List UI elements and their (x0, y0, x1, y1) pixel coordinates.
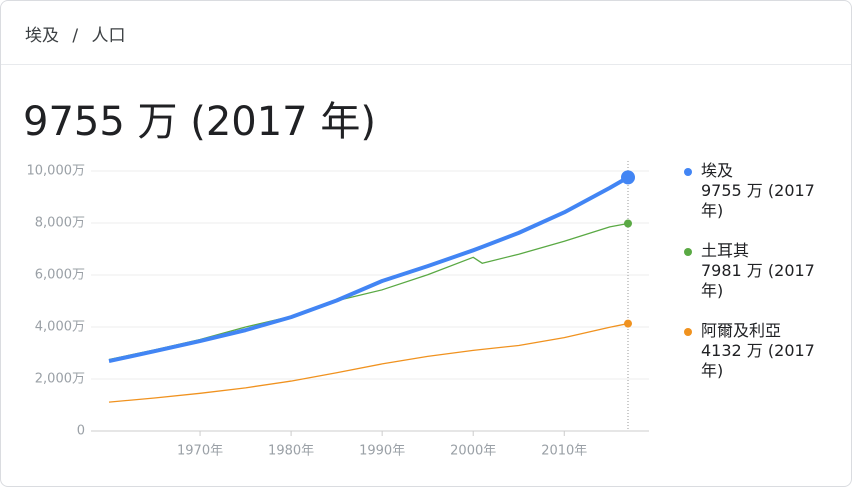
breadcrumb-separator: / (72, 26, 79, 46)
legend-swatch (684, 248, 692, 256)
series-line (108, 222, 629, 361)
x-tick-label: 2000年 (450, 444, 496, 459)
legend-text: 阿爾及利亞 (701, 321, 782, 340)
legend-entry[interactable]: 土耳其 7981 万 (2017 年) (684, 241, 826, 301)
breadcrumb-item[interactable]: 埃及 (25, 26, 59, 46)
end-point (624, 319, 632, 328)
y-tick-label: 2,000万 (35, 372, 85, 387)
legend-text: 4132 万 (2017 年) (701, 341, 815, 380)
series-line (108, 322, 629, 403)
legend-swatch (684, 328, 692, 336)
legend-text: 7981 万 (2017 年) (701, 261, 815, 300)
y-tick-label: 8,000万 (35, 216, 85, 231)
legend-entry[interactable]: 阿爾及利亞 4132 万 (2017 年) (684, 321, 826, 381)
legend-text: 9755 万 (2017 年) (701, 181, 815, 220)
legend: 埃及 9755 万 (2017 年) 土耳其 7981 万 (2017 年) 阿爾及利亞… (684, 161, 826, 401)
x-tick-label: 2010年 (541, 444, 587, 459)
divider (1, 64, 851, 65)
breadcrumb-item: 人口 (91, 26, 126, 46)
legend-text: 埃及 (701, 161, 734, 180)
x-tick-label: 1980年 (268, 444, 314, 459)
breadcrumb: 埃及 / 人口 (25, 21, 134, 46)
y-tick-label: 6,000万 (35, 268, 85, 283)
end-point (621, 170, 635, 185)
end-point (624, 219, 632, 228)
y-tick-label: 4,000万 (35, 320, 85, 335)
y-tick-label: 0 (77, 424, 85, 439)
legend-text: 土耳其 (701, 241, 750, 260)
x-tick-label: 1970年 (177, 444, 223, 459)
legend-swatch (684, 168, 692, 176)
legend-entry[interactable]: 埃及 9755 万 (2017 年) (684, 161, 826, 221)
chart-title: 9755 万 (2017 年) (23, 99, 376, 145)
x-tick-label: 1990年 (359, 444, 405, 459)
series-line (108, 175, 630, 364)
y-tick-label: 10,000万 (27, 164, 86, 179)
